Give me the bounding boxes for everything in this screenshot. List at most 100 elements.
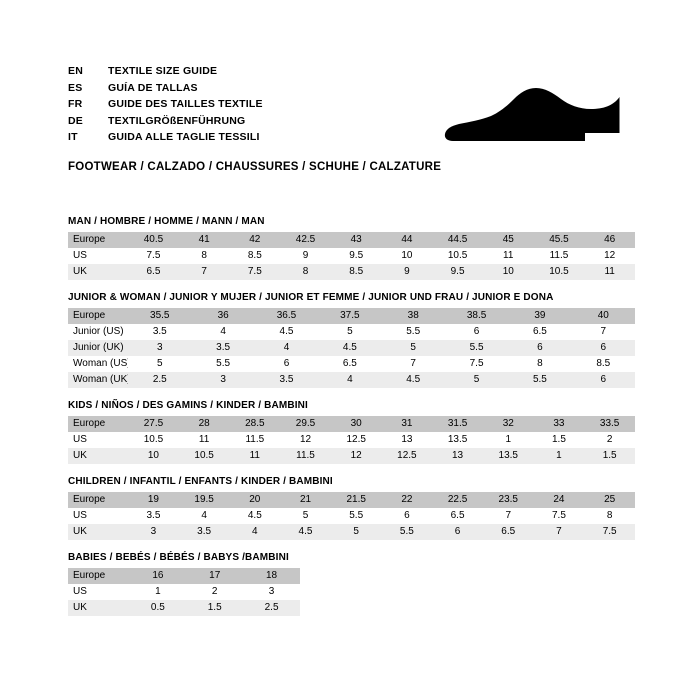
size-cell: 7	[482, 508, 534, 524]
size-cell: 4.5	[229, 508, 281, 524]
size-cell: 3.5	[254, 372, 319, 388]
language-title: GUIDE DES TAILLES TEXTILE	[108, 98, 263, 110]
table-header-row: Europe 16 17 18	[68, 568, 300, 584]
size-header-cell: 35.5	[128, 308, 192, 324]
size-cell: 8.5	[571, 356, 635, 372]
size-cell: 6	[571, 340, 635, 356]
size-cell: 7	[178, 264, 230, 280]
size-header-cell: 24	[533, 492, 585, 508]
size-cell: 5	[280, 508, 331, 524]
size-cell: 0.5	[129, 600, 187, 616]
size-cell: 5	[128, 356, 192, 372]
size-cell: 9.5	[432, 264, 483, 280]
size-cell: 9	[280, 248, 331, 264]
language-title: GUIDA ALLE TAGLIE TESSILI	[108, 131, 260, 143]
size-cell: 7.5	[128, 248, 179, 264]
size-cell: 1	[129, 584, 187, 600]
size-header-cell: 42	[229, 232, 281, 248]
size-header-cell: 23.5	[482, 492, 534, 508]
row-label: Junior (US)	[68, 324, 129, 340]
size-cell: 4.5	[254, 324, 319, 340]
size-header-cell: 31.5	[432, 416, 483, 432]
language-row: EN TEXTILE SIZE GUIDE	[68, 63, 632, 80]
size-header-cell: 31	[381, 416, 433, 432]
language-row: IT GUIDA ALLE TAGLIE TESSILI	[68, 129, 632, 146]
size-cell: 5	[444, 372, 509, 388]
size-cell: 1.5	[584, 448, 635, 464]
table-row: Woman (UK) 2.5 3 3.5 4 4.5 5 5.5 6	[68, 372, 635, 388]
table-header-row: Europe 40.5 41 42 42.5 43 44 44.5 45 45.5 46	[68, 232, 635, 248]
size-cell: 6	[254, 356, 319, 372]
size-table-kids: Europe 27.5 28 28.5 29.5 30 31 31.5 32 33 33.5 US 10…	[68, 416, 635, 464]
size-cell: 11	[482, 248, 534, 264]
size-header-cell: 44.5	[432, 232, 483, 248]
size-cell: 10	[482, 264, 534, 280]
size-cell: 3.5	[128, 508, 179, 524]
size-header-cell: 36	[191, 308, 255, 324]
row-label: Europe	[68, 232, 129, 248]
size-header-cell: 45.5	[533, 232, 585, 248]
section-title-man: MAN / HOMBRE / HOMME / MANN / MAN	[68, 216, 265, 227]
size-header-cell: 25	[584, 492, 635, 508]
table-row: UK 0.5 1.5 2.5	[68, 600, 300, 616]
size-cell: 13.5	[482, 448, 534, 464]
size-cell: 11	[229, 448, 281, 464]
size-header-cell: 21.5	[330, 492, 382, 508]
row-label: Woman (UK)	[68, 372, 129, 388]
table-row: Junior (UK) 3 3.5 4 4.5 5 5.5 6 6	[68, 340, 635, 356]
size-cell: 12.5	[381, 448, 433, 464]
size-cell: 5	[318, 324, 382, 340]
size-header-cell: 17	[186, 568, 244, 584]
size-header-cell: 22	[381, 492, 433, 508]
size-cell: 8	[280, 264, 331, 280]
size-cell: 5	[381, 340, 445, 356]
table-header-row: Europe 27.5 28 28.5 29.5 30 31 31.5 32 33 33.5	[68, 416, 635, 432]
size-header-cell: 33.5	[584, 416, 635, 432]
row-label: UK	[68, 448, 129, 464]
table-row: US 1 2 3	[68, 584, 300, 600]
size-cell: 4	[178, 508, 230, 524]
size-tables-area: MAN / HOMBRE / HOMME / MANN / MAN Europe 4…	[68, 215, 635, 627]
size-cell: 13	[432, 448, 483, 464]
size-cell: 13	[381, 432, 433, 448]
row-label: US	[68, 584, 130, 600]
size-cell: 7	[533, 524, 585, 540]
size-cell: 4	[254, 340, 319, 356]
size-section-babies: BABIES / BEBÉS / BÉBÉS / BABYS /BAMBINI E…	[68, 551, 635, 616]
size-cell: 6.5	[318, 356, 382, 372]
row-label: Europe	[68, 568, 130, 584]
size-section-kids: KIDS / NIÑOS / DES GAMINS / KINDER / BAM…	[68, 399, 635, 464]
size-cell: 3	[243, 584, 300, 600]
size-header-cell: 42.5	[280, 232, 331, 248]
size-cell: 6.5	[432, 508, 483, 524]
language-title: GUÍA DE TALLAS	[108, 81, 198, 94]
section-title-kids: KIDS / NIÑOS / DES GAMINS / KINDER / BAM…	[68, 400, 308, 411]
size-cell: 1	[482, 432, 534, 448]
size-cell: 6	[444, 324, 509, 340]
table-row: US 3.5 4 4.5 5 5.5 6 6.5 7 7.5 8	[68, 508, 635, 524]
size-header-cell: 46	[584, 232, 635, 248]
size-header-cell: 20	[229, 492, 281, 508]
size-header-cell: 44	[381, 232, 433, 248]
size-cell: 6.5	[128, 264, 179, 280]
size-cell: 10.5	[533, 264, 585, 280]
table-header-row: Europe 35.5 36 36.5 37.5 38 38.5 39 40	[68, 308, 635, 324]
table-row: Woman (US) 5 5.5 6 6.5 7 7.5 8 8.5	[68, 356, 635, 372]
size-cell: 7	[571, 324, 635, 340]
language-title: TEXTILGRÖßENFÜHRUNG	[108, 114, 246, 127]
size-cell: 4	[229, 524, 281, 540]
language-code: EN	[68, 65, 83, 77]
size-header-cell: 18	[243, 568, 300, 584]
size-header-cell: 43	[330, 232, 382, 248]
row-label: Europe	[68, 308, 129, 324]
size-cell: 1.5	[186, 600, 244, 616]
size-section-man: MAN / HOMBRE / HOMME / MANN / MAN Europe 4…	[68, 215, 635, 280]
size-cell: 2	[186, 584, 244, 600]
size-cell: 5.5	[381, 524, 433, 540]
row-label: UK	[68, 524, 129, 540]
language-code: IT	[68, 131, 78, 143]
size-cell: 2.5	[128, 372, 192, 388]
size-header-cell: 36.5	[254, 308, 319, 324]
size-cell: 3.5	[128, 324, 192, 340]
size-cell: 6.5	[508, 324, 572, 340]
